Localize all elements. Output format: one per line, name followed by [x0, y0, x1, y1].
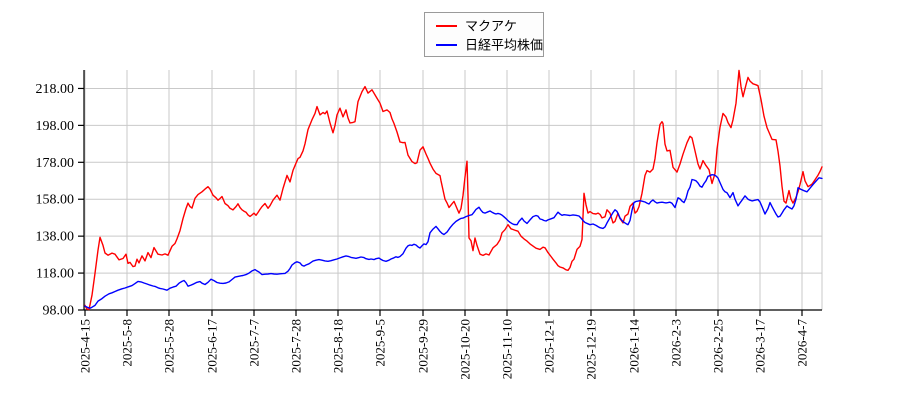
y-tick-label: 198.00 — [36, 119, 75, 134]
x-tick-label: 2025-7-28 — [289, 319, 304, 373]
series-line-nikkei — [84, 173, 823, 309]
x-tick-label: 2025-5-8 — [120, 319, 135, 367]
x-tick-label: 2026-2-3 — [669, 319, 684, 367]
x-tick-label: 2025-9-5 — [373, 319, 388, 367]
x-tick-label: 2025-9-29 — [416, 319, 431, 373]
x-tick-label: 2026-4-7 — [795, 319, 810, 367]
legend-item-nikkei: 日経平均株価 — [436, 38, 543, 53]
y-tick-label: 218.00 — [36, 82, 75, 97]
x-tick-label: 2025-4-15 — [78, 319, 93, 373]
x-tick-label: 2025-6-17 — [205, 319, 220, 374]
y-tick-label: 138.00 — [36, 230, 75, 245]
y-tick-label: 98.00 — [43, 304, 75, 319]
legend-label-makuake: マクアケ — [465, 19, 517, 34]
legend-item-makuake: マクアケ — [436, 19, 517, 34]
x-tick-label: 2025-12-1 — [542, 319, 557, 373]
legend-label-nikkei: 日経平均株価 — [465, 38, 543, 53]
y-tick-label: 118.00 — [36, 267, 74, 282]
y-tick-label: 158.00 — [36, 193, 75, 208]
x-tick-label: 2026-2-25 — [711, 319, 726, 373]
y-tick-label: 178.00 — [36, 156, 75, 171]
x-tick-label: 2026-3-17 — [753, 319, 768, 374]
legend-box — [424, 12, 544, 57]
x-tick-label: 2025-5-28 — [162, 319, 177, 373]
chart-legend: マクアケ 日経平均株価 — [424, 12, 544, 57]
x-tick-label: 2026-1-14 — [627, 319, 642, 374]
x-tick-label: 2025-7-7 — [247, 319, 262, 367]
x-tick-label: 2025-12-19 — [584, 319, 599, 380]
series-line-makuake — [84, 69, 823, 311]
plot-area: 98.00 118.00 138.00 158.00 178.00 198.00 218.0… — [36, 69, 823, 380]
x-tick-label: 2025-8-18 — [331, 319, 346, 373]
x-tick-label: 2025-10-20 — [458, 319, 473, 380]
x-tick-label: 2025-11-10 — [500, 319, 515, 379]
